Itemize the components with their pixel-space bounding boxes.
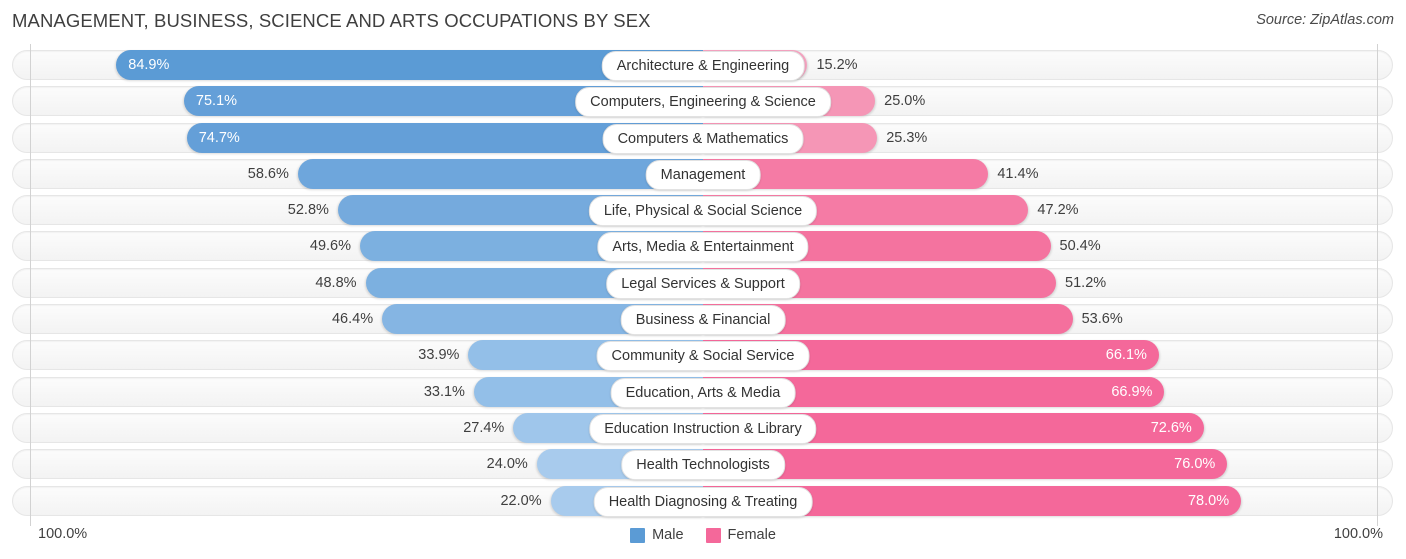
legend-item-male[interactable]: Male — [630, 527, 684, 543]
bar-value-male: 22.0% — [500, 492, 542, 509]
bar-pair: 49.6% 50.4% — [12, 231, 1393, 262]
bar-row[interactable]: 46.4% 53.6% Business & Financial — [0, 304, 1406, 336]
source-attribution: Source: ZipAtlas.com — [1256, 12, 1394, 28]
category-label[interactable]: Health Technologists — [621, 450, 785, 481]
chart-header: MANAGEMENT, BUSINESS, SCIENCE AND ARTS O… — [0, 0, 1406, 44]
bar-male[interactable] — [297, 158, 703, 189]
bar-value-female: 50.4% — [1059, 238, 1101, 255]
bar-value-male: 74.7% — [198, 129, 240, 146]
bar-row[interactable]: 48.8% 51.2% Legal Services & Support — [0, 267, 1406, 299]
legend-item-female[interactable]: Female — [705, 527, 776, 543]
bar-row[interactable]: 27.4% 72.6% Education Instruction & Librar… — [0, 412, 1406, 444]
bar-value-male: 75.1% — [195, 93, 238, 110]
bar-value-male: 27.4% — [463, 419, 505, 436]
axis-line-left — [30, 44, 31, 526]
bar-value-female: 76.0% — [1174, 456, 1216, 473]
bar-row[interactable]: 84.9% 15.2% Architecture & Engineering — [0, 50, 1406, 81]
bar-value-female: 66.9% — [1111, 383, 1153, 400]
category-label[interactable]: Education, Arts & Media — [610, 377, 796, 408]
chart-plot-area: 84.9% 15.2% Architecture & Engineering 75.1… — [0, 44, 1406, 526]
bar-value-male: 49.6% — [309, 238, 352, 255]
bar-row[interactable]: 74.7% 25.3% Computers & Mathematics — [0, 122, 1406, 154]
bar-value-female: 72.6% — [1150, 419, 1192, 436]
category-label[interactable]: Community & Social Service — [596, 341, 810, 372]
bar-value-female: 66.1% — [1105, 347, 1147, 364]
bar-value-female: 25.0% — [884, 93, 926, 110]
axis-label-left-max: 100.0% — [38, 526, 88, 542]
category-label[interactable]: Computers, Engineering & Science — [575, 87, 831, 118]
bar-value-female: 15.2% — [816, 57, 858, 73]
bar-row[interactable]: 24.0% 76.0% Health Technologists — [0, 449, 1406, 481]
category-label[interactable]: Architecture & Engineering — [601, 51, 805, 81]
bar-pair: 24.0% 76.0% — [12, 449, 1393, 480]
bar-row[interactable]: 75.1% 25.0% Computers, Engineering & Scien… — [0, 86, 1406, 118]
bar-row[interactable]: 33.9% 66.1% Community & Social Service — [0, 340, 1406, 372]
category-label[interactable]: Life, Physical & Social Science — [588, 196, 818, 227]
axis-label-right-max: 100.0% — [1333, 526, 1383, 542]
chart-footer: 100.0% 100.0% Male Female — [0, 522, 1406, 559]
bar-value-male: 46.4% — [331, 311, 374, 328]
bar-value-female: 41.4% — [997, 165, 1039, 182]
bar-pair: 58.6% 41.4% — [12, 158, 1393, 189]
bar-row[interactable]: 58.6% 41.4% Management — [0, 158, 1406, 190]
category-label[interactable]: Arts, Media & Entertainment — [597, 232, 809, 263]
legend-label-male: Male — [652, 527, 684, 543]
bar-row[interactable]: 22.0% 78.0% Health Diagnosing & Treating — [0, 485, 1406, 517]
bar-rows-container: 84.9% 15.2% Architecture & Engineering 75.1… — [0, 50, 1406, 522]
bar-value-female: 53.6% — [1081, 311, 1123, 328]
category-label[interactable]: Health Diagnosing & Treating — [593, 486, 813, 517]
bar-value-male: 33.1% — [423, 383, 465, 400]
chart-legend: Male Female — [0, 527, 1406, 543]
bar-value-male: 33.9% — [418, 347, 460, 364]
bar-value-male: 52.8% — [287, 202, 329, 219]
category-label[interactable]: Business & Financial — [620, 305, 786, 336]
bar-value-female: 25.3% — [886, 129, 928, 146]
bar-value-male: 84.9% — [128, 57, 170, 73]
bar-row[interactable]: 49.6% 50.4% Arts, Media & Entertainment — [0, 231, 1406, 263]
bar-value-female: 51.2% — [1065, 274, 1107, 291]
legend-swatch-male-icon — [630, 527, 646, 543]
legend-swatch-female-icon — [705, 527, 721, 543]
category-label[interactable]: Legal Services & Support — [606, 268, 800, 299]
bar-row[interactable]: 33.1% 66.9% Education, Arts & Media — [0, 376, 1406, 408]
category-label[interactable]: Education Instruction & Library — [589, 413, 817, 444]
category-label[interactable]: Computers & Mathematics — [602, 123, 804, 154]
bar-value-male: 48.8% — [315, 274, 357, 291]
axis-line-right — [1377, 44, 1378, 526]
bar-value-male: 24.0% — [486, 456, 528, 473]
bar-row[interactable]: 52.8% 47.2% Life, Physical & Social Scienc… — [0, 195, 1406, 227]
bar-value-female: 47.2% — [1037, 202, 1079, 219]
bar-value-female: 78.0% — [1187, 492, 1230, 509]
bar-female[interactable] — [702, 449, 1228, 480]
category-label[interactable]: Management — [645, 159, 761, 190]
legend-label-female: Female — [727, 527, 776, 543]
page-title: MANAGEMENT, BUSINESS, SCIENCE AND ARTS O… — [12, 10, 651, 31]
bar-value-male: 58.6% — [247, 165, 289, 182]
